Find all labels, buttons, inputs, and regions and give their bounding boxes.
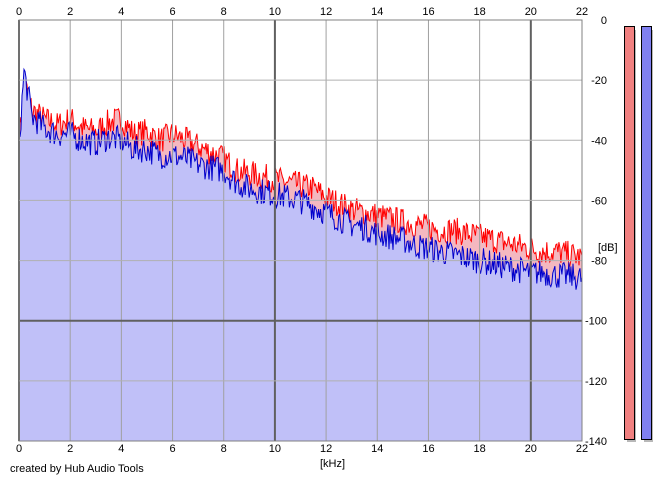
y-tick-label: -80: [591, 256, 607, 268]
x-tick-label-bottom: 22: [576, 443, 588, 455]
left-channel-meter: [624, 26, 635, 440]
x-tick-labels-top: 0 2 4 6 8 10 12 14 16 18 20 22: [16, 6, 588, 18]
x-tick-label-top: 10: [269, 6, 281, 18]
y-tick-label: -120: [585, 376, 607, 388]
series-1-line: [18, 67, 583, 290]
x-tick-label-top: 18: [474, 6, 486, 18]
y-tick-label: -40: [591, 135, 607, 147]
x-tick-label-top: 2: [67, 6, 73, 18]
x-tick-label-bottom: 4: [118, 443, 124, 455]
x-tick-label-bottom: 2: [67, 443, 73, 455]
y-tick-label: 0: [601, 15, 607, 27]
y-tick-label: -20: [591, 75, 607, 87]
x-tick-label-bottom: 0: [16, 443, 22, 455]
plot-border: [18, 19, 583, 442]
x-tick-label-top: 16: [422, 6, 434, 18]
x-tick-label-top: 20: [525, 6, 537, 18]
x-tick-label-bottom: 18: [474, 443, 486, 455]
y-tick-labels: 0 -20 -40 -60 -80 -100 -120 -140: [585, 15, 607, 448]
x-tick-label-top: 8: [221, 6, 227, 18]
x-tick-label-bottom: 8: [221, 443, 227, 455]
x-tick-label-bottom: 10: [269, 443, 281, 455]
y-tick-label: -140: [585, 436, 607, 448]
x-tick-label-bottom: 20: [525, 443, 537, 455]
x-tick-label-top: 12: [320, 6, 332, 18]
y-tick-label: -60: [591, 195, 607, 207]
x-tick-label-bottom: 12: [320, 443, 332, 455]
series-1-area: [19, 69, 582, 442]
x-axis-label: [kHz]: [320, 458, 345, 470]
x-tick-label-top: 22: [576, 6, 588, 18]
y-tick-label: -100: [585, 316, 607, 328]
x-tick-label-top: 14: [371, 6, 383, 18]
right-channel-meter: [641, 26, 652, 440]
x-tick-label-bottom: 14: [371, 443, 383, 455]
plot-area: [18, 19, 583, 442]
x-tick-label-top: 4: [118, 6, 124, 18]
x-tick-label-top: 0: [16, 6, 22, 18]
x-tick-label-bottom: 16: [422, 443, 434, 455]
x-tick-labels-bottom: 0 2 4 6 8 10 12 14 16 18 20 22: [16, 443, 588, 455]
series-0-line: [18, 80, 583, 269]
y-axis-label: [dB]: [598, 242, 618, 254]
x-tick-label-bottom: 6: [169, 443, 175, 455]
credit-text: created by Hub Audio Tools: [10, 463, 144, 475]
x-tick-label-top: 6: [169, 6, 175, 18]
